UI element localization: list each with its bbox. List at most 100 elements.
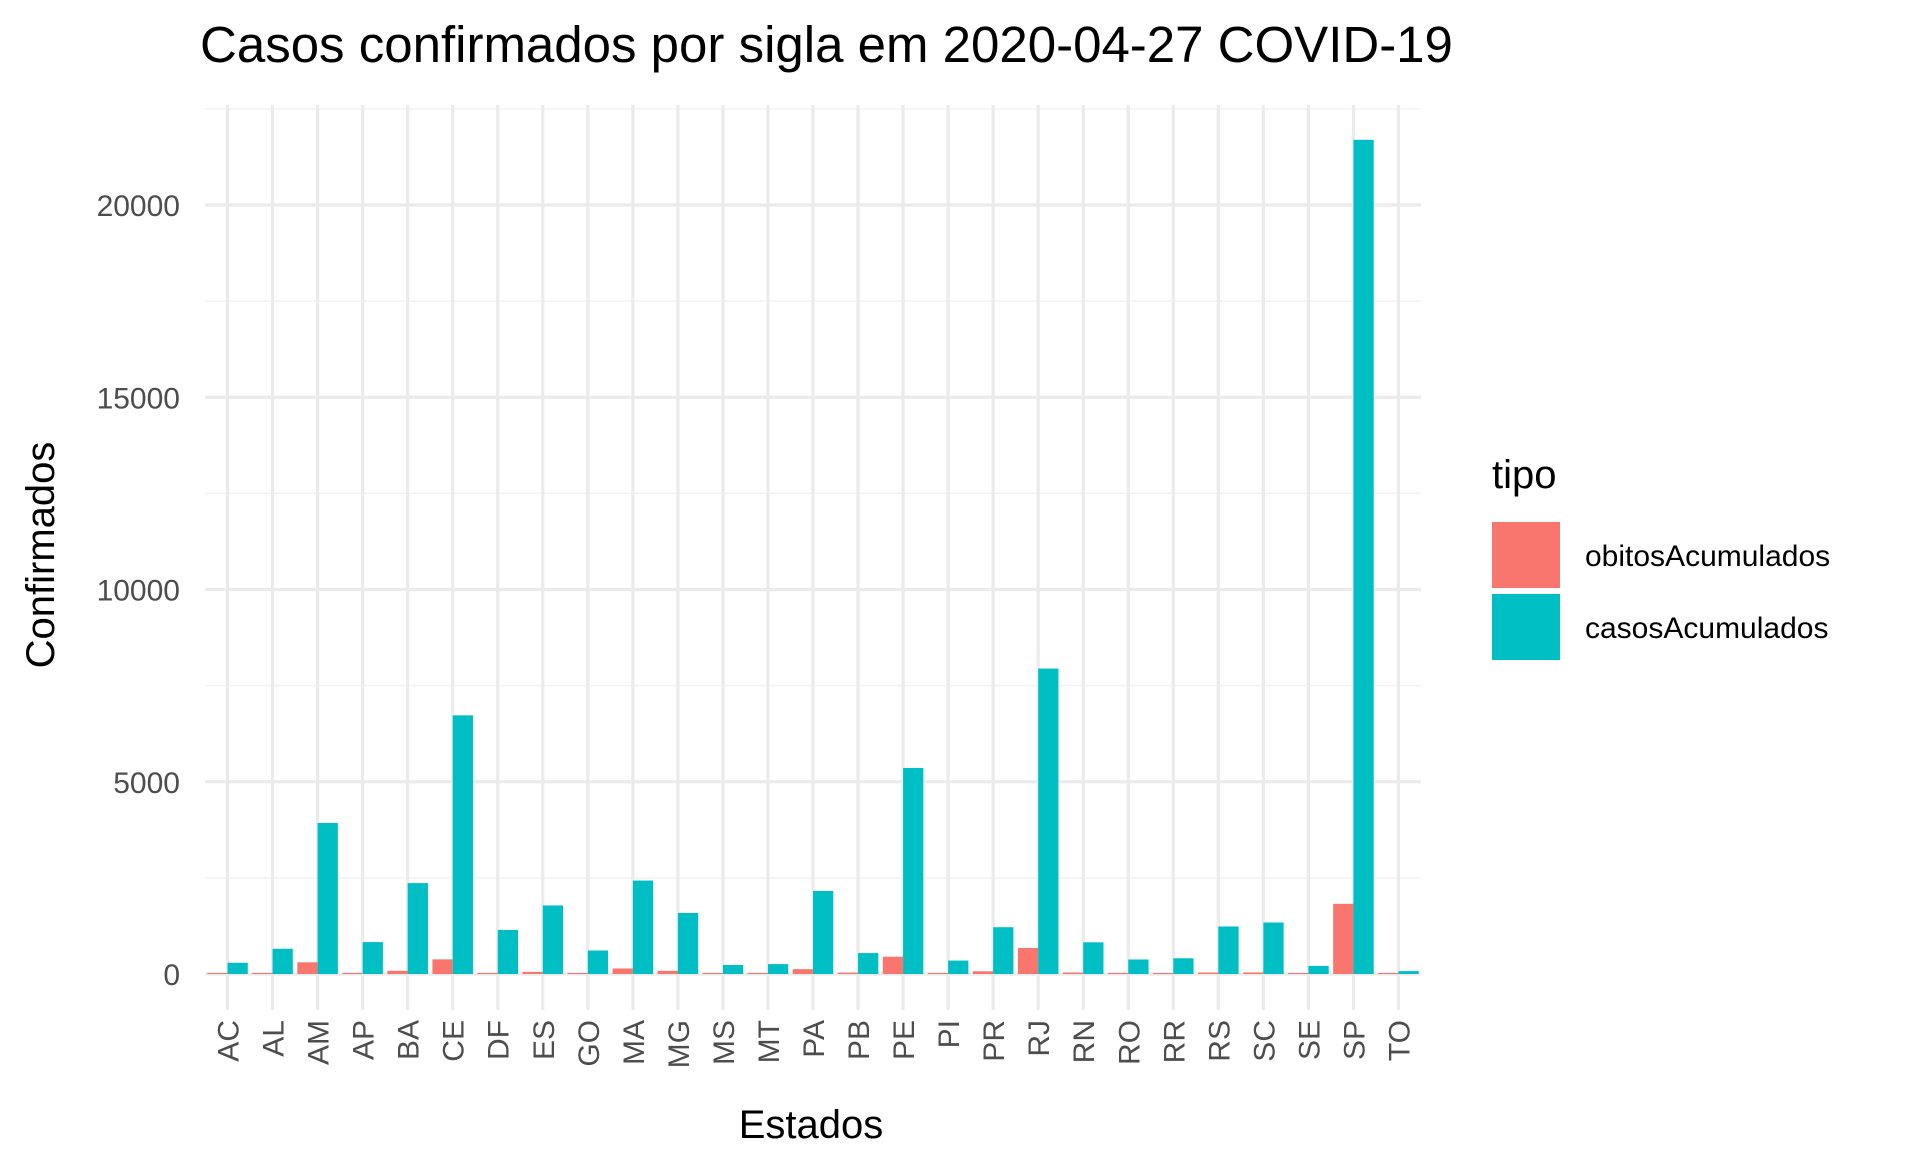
bar-casosAcumulados-CE <box>452 715 473 974</box>
bars <box>207 139 1419 974</box>
x-tick-label: PA <box>798 1020 831 1058</box>
x-tick-label: SP <box>1338 1020 1371 1060</box>
bar-obitosAcumulados-RO <box>1107 973 1129 974</box>
bar-casosAcumulados-MT <box>767 964 789 974</box>
bar-casosAcumulados-AM <box>317 822 338 974</box>
legend-items: obitosAcumulados casosAcumulados <box>1492 522 1830 660</box>
bar-obitosAcumulados-BA <box>387 970 408 974</box>
x-tick-label: MT <box>753 1020 786 1063</box>
x-tick-label: MA <box>618 1020 651 1065</box>
y-tick-label: 15000 <box>97 382 180 415</box>
bar-obitosAcumulados-PB <box>837 972 859 974</box>
y-tick-label: 5000 <box>113 767 180 800</box>
bar-obitosAcumulados-SP <box>1333 903 1354 974</box>
x-tick-label: PB <box>843 1020 876 1060</box>
bar-obitosAcumulados-MA <box>612 968 633 974</box>
bar-casosAcumulados-SP <box>1353 139 1374 974</box>
legend: tipo obitosAcumulados casosAcumulados <box>1492 453 1830 660</box>
bar-casosAcumulados-DF <box>497 930 519 974</box>
x-tick-label: RR <box>1158 1020 1191 1063</box>
bar-casosAcumulados-BA <box>407 883 428 974</box>
legend-title: tipo <box>1492 453 1557 497</box>
x-tick-label: AM <box>303 1020 336 1065</box>
x-tick-label: ES <box>528 1020 561 1060</box>
y-tick-label: 10000 <box>97 575 180 608</box>
grid-lines <box>205 105 1421 1010</box>
x-tick-label: RJ <box>1023 1020 1056 1057</box>
chart-title: Casos confirmados por sigla em 2020-04-2… <box>200 16 1453 73</box>
x-tick-label: DF <box>483 1020 516 1060</box>
x-tick-label: PR <box>978 1020 1011 1062</box>
bar-obitosAcumulados-DF <box>477 972 498 974</box>
bar-casosAcumulados-PE <box>903 767 924 974</box>
x-tick-label: MG <box>663 1020 696 1068</box>
bar-casosAcumulados-MG <box>677 912 699 974</box>
bar-obitosAcumulados-GO <box>567 973 588 974</box>
bar-casosAcumulados-PB <box>858 953 879 974</box>
bar-obitosAcumulados-AM <box>297 962 318 974</box>
x-tick-label: SC <box>1248 1020 1281 1062</box>
bar-obitosAcumulados-MT <box>747 973 768 974</box>
bar-obitosAcumulados-MG <box>657 970 678 974</box>
bar-obitosAcumulados-AC <box>207 973 228 974</box>
bar-casosAcumulados-ES <box>542 905 564 974</box>
bar-obitosAcumulados-CE <box>432 959 453 974</box>
bar-obitosAcumulados-ES <box>522 971 543 974</box>
bar-casosAcumulados-SC <box>1263 922 1284 974</box>
y-tick-label: 20000 <box>97 190 180 223</box>
bar-casosAcumulados-RR <box>1173 958 1194 974</box>
bar-casosAcumulados-PR <box>993 927 1014 974</box>
bar-obitosAcumulados-RJ <box>1017 947 1039 974</box>
bar-casosAcumulados-PI <box>948 960 969 974</box>
x-tick-label: MS <box>708 1020 741 1065</box>
x-axis-ticks: AC AL AM AP BA CE DF ES GO MA MG MS MT PA PB PE PI PR RJ RN… <box>213 1020 1417 1068</box>
y-tick-label: 0 <box>163 959 180 992</box>
legend-key-obitosAcumulados <box>1492 522 1560 588</box>
bar-casosAcumulados-MA <box>632 880 654 974</box>
bar-casosAcumulados-SE <box>1308 965 1329 974</box>
x-tick-label: GO <box>573 1020 606 1067</box>
bar-casosAcumulados-RS <box>1218 926 1239 974</box>
bar-obitosAcumulados-SE <box>1288 973 1309 974</box>
bar-obitosAcumulados-PE <box>882 956 904 974</box>
y-axis-title: Confirmados <box>19 442 63 669</box>
legend-label-obitosAcumulados: obitosAcumulados <box>1585 540 1830 573</box>
bar-casosAcumulados-GO <box>587 950 609 974</box>
x-tick-label: AP <box>348 1020 381 1060</box>
bar-casosAcumulados-MS <box>722 965 744 974</box>
legend-key-casosAcumulados <box>1492 594 1560 660</box>
bar-casosAcumulados-AP <box>362 942 383 974</box>
x-axis-title: Estados <box>739 1103 884 1147</box>
x-tick-label: CE <box>438 1020 471 1062</box>
bar-obitosAcumulados-MS <box>702 973 723 974</box>
bar-casosAcumulados-TO <box>1398 971 1419 974</box>
x-tick-label: TO <box>1383 1020 1416 1061</box>
x-tick-label: RS <box>1203 1020 1236 1062</box>
bar-casosAcumulados-PA <box>813 890 834 974</box>
legend-label-casosAcumulados: casosAcumulados <box>1585 612 1828 645</box>
bar-obitosAcumulados-RN <box>1062 972 1084 974</box>
x-tick-label: BA <box>393 1020 426 1060</box>
bar-obitosAcumulados-AL <box>252 972 273 974</box>
x-tick-label: RO <box>1113 1020 1146 1065</box>
bar-obitosAcumulados-SC <box>1243 972 1264 974</box>
bar-casosAcumulados-RO <box>1128 959 1149 974</box>
x-tick-label: PI <box>933 1020 966 1048</box>
x-tick-label: PE <box>888 1020 921 1060</box>
bar-obitosAcumulados-TO <box>1378 973 1399 974</box>
bar-casosAcumulados-AL <box>272 948 293 974</box>
x-tick-label: SE <box>1293 1020 1326 1060</box>
bar-obitosAcumulados-RS <box>1198 972 1219 974</box>
bar-casosAcumulados-RJ <box>1038 668 1059 974</box>
bar-obitosAcumulados-RR <box>1153 973 1174 974</box>
x-tick-label: AC <box>213 1020 246 1062</box>
x-tick-label: RN <box>1068 1020 1101 1063</box>
bar-casosAcumulados-AC <box>227 962 248 974</box>
bar-casosAcumulados-RN <box>1083 942 1104 974</box>
bar-obitosAcumulados-AP <box>342 973 363 974</box>
bar-obitosAcumulados-PA <box>792 969 813 974</box>
y-axis-ticks: 0 5000 10000 15000 20000 <box>97 190 180 992</box>
bar-obitosAcumulados-PR <box>972 971 994 974</box>
